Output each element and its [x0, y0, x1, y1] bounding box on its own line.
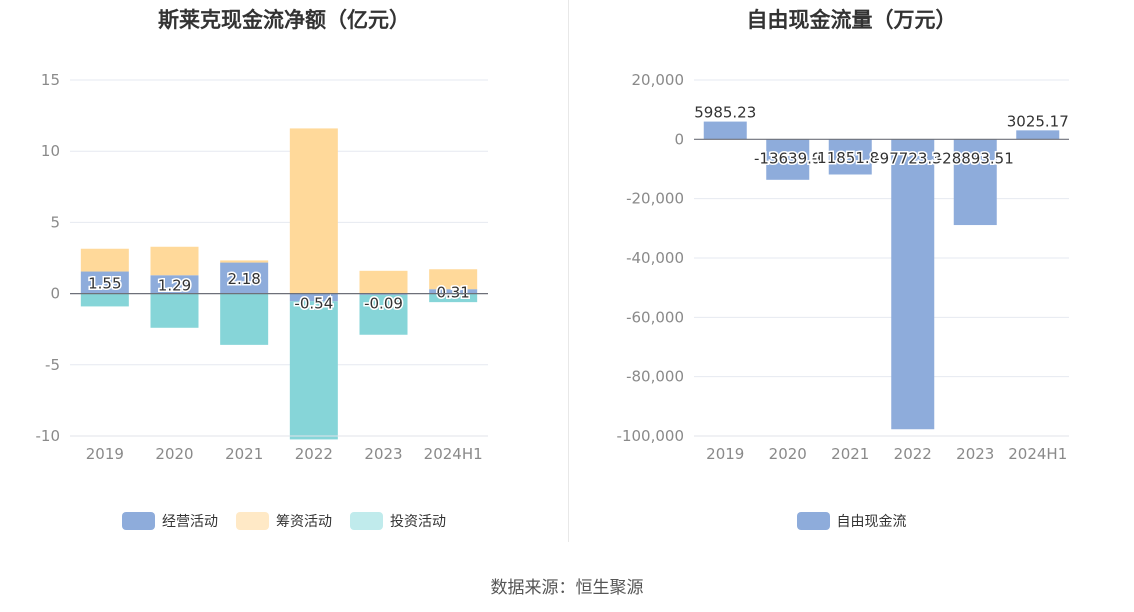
x-tick-label: 2021: [831, 445, 869, 463]
x-tick-label: 2023: [956, 445, 994, 463]
panel-divider: [568, 0, 569, 542]
data-label: 2.18: [227, 270, 260, 288]
x-tick-label: 2024H1: [1008, 445, 1067, 463]
bar-operating: [429, 289, 478, 294]
bar-free-cashflow: [703, 121, 747, 140]
x-tick-label: 2019: [706, 445, 744, 463]
x-tick-label: 2022: [295, 445, 333, 463]
data-label: -0.54: [294, 295, 333, 313]
bar-free-cashflow: [953, 139, 997, 226]
chart-title: 自由现金流量（万元）: [746, 8, 957, 32]
y-tick-label: -20,000: [626, 190, 684, 208]
y-tick-label: 0: [674, 130, 684, 148]
bar-financing: [359, 270, 408, 294]
free-cashflow-chart: 自由现金流量（万元） 20,000 0 -20,000 -40,000 -60,000 -…: [569, 0, 1134, 545]
y-tick-label: 10: [41, 142, 60, 160]
data-label: 1.55: [88, 275, 121, 293]
legend-item[interactable]: 投资活动: [350, 511, 446, 531]
legend: 经营活动 筹资活动 投资活动: [0, 511, 568, 531]
data-label: -0.09: [364, 295, 403, 313]
legend-swatch: [122, 512, 155, 530]
data-label: -13639.9: [754, 149, 821, 167]
cashflow-net-plot: 15 10 5 0 -5 -10 1.55 2019 1.29 2020 2.18 2021 -0.54…: [36, 71, 488, 463]
bar-operating: [359, 293, 408, 295]
x-tick-label: 2023: [364, 445, 402, 463]
bar-investing: [289, 301, 338, 440]
y-tick-label: 20,000: [632, 71, 685, 89]
bar-investing: [429, 293, 478, 303]
y-tick-label: 5: [50, 213, 60, 231]
legend: 自由现金流: [569, 511, 1134, 531]
bar-free-cashflow: [828, 139, 872, 175]
x-tick-label: 2021: [225, 445, 263, 463]
data-label: 1.29: [158, 276, 191, 294]
legend-label: 投资活动: [390, 514, 446, 530]
x-tick-label: 2022: [894, 445, 932, 463]
source-note: 数据来源：恒生聚源: [490, 578, 644, 598]
bar-free-cashflow: [1016, 130, 1060, 140]
legend-swatch: [796, 512, 830, 530]
legend-item[interactable]: 自由现金流: [796, 511, 907, 531]
x-tick-label: 2020: [769, 445, 807, 463]
y-tick-label: 15: [41, 71, 60, 89]
x-tick-label: 2020: [155, 445, 193, 463]
bar-operating: [220, 262, 269, 294]
data-label: -97723.32: [874, 149, 951, 167]
data-label: 0.31: [436, 283, 469, 301]
legend-item[interactable]: 筹资活动: [236, 511, 332, 531]
legend-label: 筹资活动: [276, 514, 332, 530]
legend-label: 自由现金流: [836, 514, 907, 530]
bar-investing: [359, 294, 408, 335]
data-label: -28893.51: [937, 149, 1014, 167]
data-label: 5985.23: [694, 104, 756, 122]
x-tick-label: 2019: [86, 445, 124, 463]
free-cashflow-plot: 20,000 0 -20,000 -40,000 -60,000 -80,000 -100,…: [617, 71, 1071, 463]
legend-label: 经营活动: [162, 514, 218, 530]
y-tick-label: -40,000: [626, 249, 684, 267]
bar-operating: [150, 275, 199, 294]
y-tick-label: -80,000: [626, 368, 684, 386]
bar-investing: [220, 293, 269, 345]
y-tick-label: -60,000: [626, 308, 684, 326]
data-label: -11851.87: [812, 149, 889, 167]
bar-investing: [150, 293, 199, 328]
legend-swatch: [350, 512, 383, 530]
bar-financing: [150, 246, 199, 276]
x-tick-label: 2024H1: [424, 445, 483, 463]
data-label: 3025.17: [1007, 112, 1069, 130]
cashflow-net-chart: 斯莱克现金流净额（亿元） 15 10 5 0 -5 -10 1.55 2019 1.29 2020…: [0, 0, 568, 545]
bar-operating: [80, 271, 129, 294]
y-tick-label: -5: [45, 356, 60, 374]
y-tick-label: -10: [36, 427, 61, 445]
legend-item[interactable]: 经营活动: [122, 511, 218, 531]
y-tick-label: -100,000: [617, 427, 684, 445]
legend-swatch: [236, 512, 269, 530]
bar-financing: [80, 248, 129, 272]
bar-free-cashflow: [891, 139, 935, 430]
y-tick-label: 0: [50, 285, 60, 303]
bar-investing: [80, 293, 129, 307]
bar-financing: [429, 269, 478, 290]
chart-title: 斯莱克现金流净额（亿元）: [158, 8, 410, 32]
bar-financing: [220, 260, 269, 263]
bar-financing: [289, 128, 338, 294]
bar-operating: [289, 293, 338, 302]
bar-free-cashflow: [766, 139, 810, 180]
